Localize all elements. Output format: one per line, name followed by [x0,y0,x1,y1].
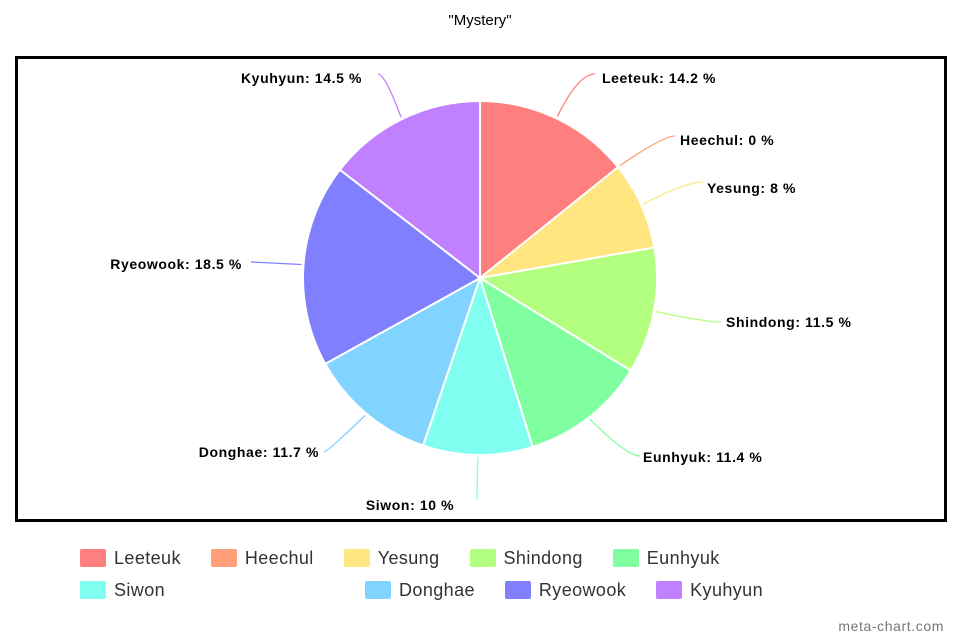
legend-swatch [504,581,531,599]
legend-label: Siwon [114,579,166,600]
legend-swatch [80,581,106,599]
pie-slice-yesung[interactable] [479,165,656,279]
leader-line-heechul [619,135,676,167]
leader-line-leeteuk [556,73,596,117]
legend-item-eunhyuk[interactable]: Eunhyuk [612,546,720,570]
legend-label: Ryeowook [538,579,627,600]
legend-swatch [469,549,496,567]
legend-swatch [365,581,392,599]
legend-item-siwon[interactable]: Siwon [80,578,165,602]
chart-title: "Mystery" [448,12,512,29]
slice-label-leeteuk: Leeteuk: 14.2 % [602,70,716,86]
legend-swatch [210,549,237,567]
pie-slice-leeteuk[interactable] [479,99,620,281]
legend-label: Heechul [244,547,314,568]
pie-slices [302,99,658,456]
pie-slice-kyuhyun[interactable] [338,99,481,281]
slice-labels: Leeteuk: 14.2 % Heechul: 0 % Yesung: 8 % Sh… [110,70,851,513]
pie-slice-donghae[interactable] [323,275,482,447]
legend-swatch [80,549,106,567]
legend-label: Leeteuk [114,547,181,568]
leader-line-eunhyuk [589,418,641,457]
legend-item-kyuhyun[interactable]: Kyuhyun [656,578,763,602]
pie-slice-eunhyuk[interactable] [478,275,633,449]
leader-line-donghae [323,414,366,453]
legend-swatch [343,549,370,567]
legend-label: Donghae [399,579,475,600]
watermark: meta-chart.com [838,618,944,634]
slice-label-shindong: Shindong: 11.5 % [726,314,852,330]
legend-label: Yesung [377,547,440,568]
slice-label-kyuhyun: Kyuhyun: 14.5 % [241,70,362,86]
legend-item-yesung[interactable]: Yesung [343,546,440,570]
slice-label-siwon: Siwon: 10 % [366,497,454,513]
plot-frame [15,56,947,522]
legend-swatch [656,581,683,599]
legend-swatch [612,549,639,567]
legend: Leeteuk Heechul Yesung Shindong Eunhyuk Siwon… [80,546,940,602]
legend-item-shindong[interactable]: Shindong [469,546,583,570]
pie-chart: Leeteuk: 14.2 % Heechul: 0 % Yesung: 8 % Sh… [110,70,851,513]
leader-line-shindong [655,310,722,323]
legend-label: Kyuhyun [690,579,764,600]
leader-line-siwon [476,456,479,501]
slice-label-heechul: Heechul: 0 % [680,132,774,148]
legend-label: Shindong [503,547,583,568]
legend-item-heechul[interactable]: Heechul [210,546,314,570]
legend-item-ryeowook[interactable]: Ryeowook [504,578,627,602]
pie-slice-ryeowook[interactable] [302,168,482,366]
pie-slice-siwon[interactable] [421,274,534,456]
pie-slice-shindong[interactable] [477,246,658,373]
legend-label: Eunhyuk [646,547,720,568]
leader-line-ryeowook [250,261,302,266]
leader-lines [250,73,722,501]
leader-line-yesung [642,181,704,205]
slice-label-yesung: Yesung: 8 % [707,180,796,196]
slice-label-donghae: Donghae: 11.7 % [199,444,319,460]
legend-item-leeteuk[interactable]: Leeteuk [80,546,181,570]
slice-label-eunhyuk: Eunhyuk: 11.4 % [643,449,762,465]
slice-label-ryeowook: Ryeowook: 18.5 % [110,256,242,272]
legend-item-donghae[interactable]: Donghae [365,578,475,602]
leader-line-kyuhyun [377,73,402,118]
